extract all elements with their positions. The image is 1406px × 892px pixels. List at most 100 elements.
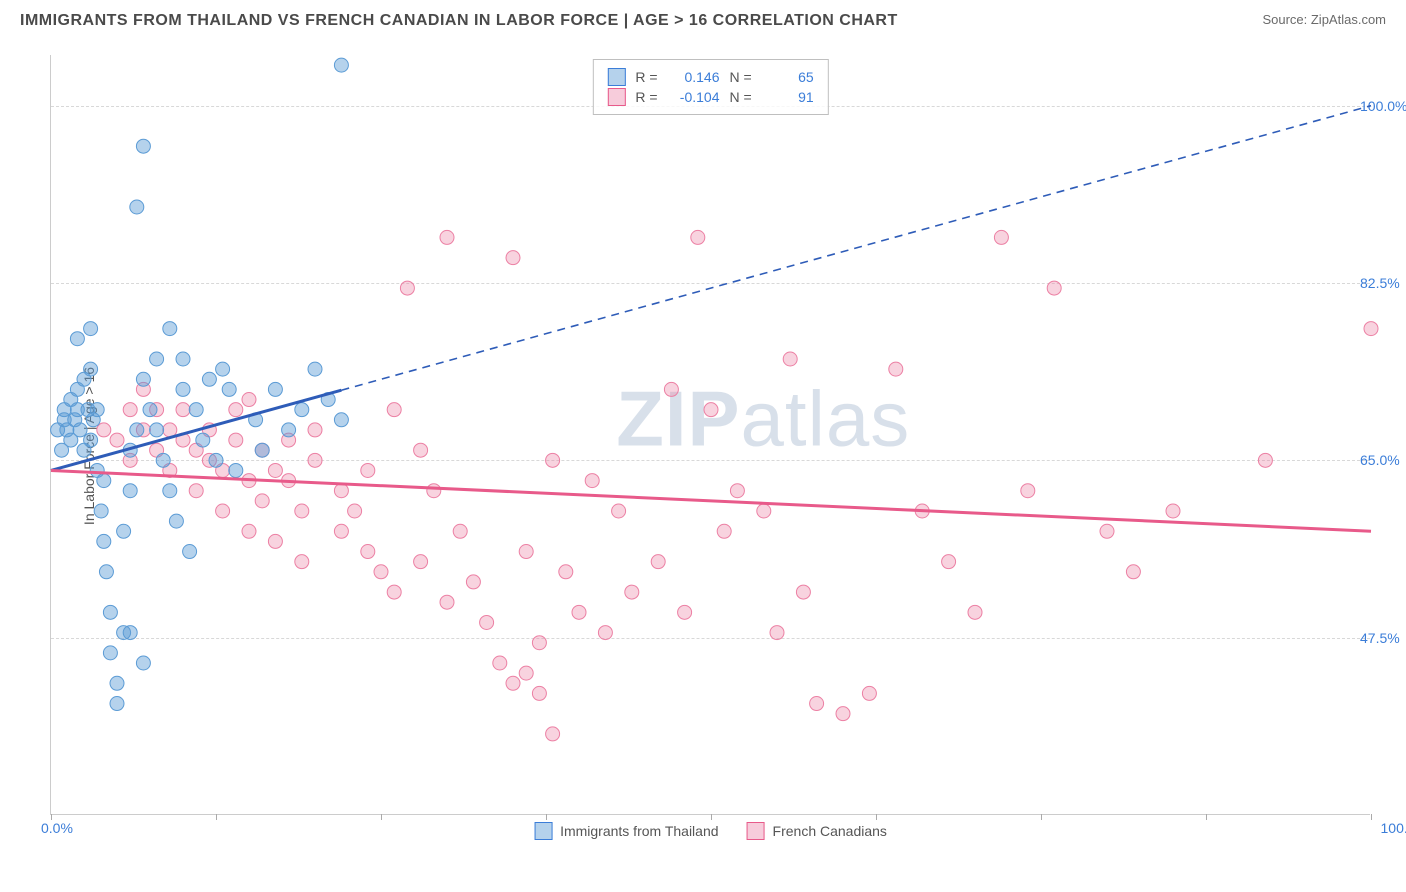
- scatter-point: [216, 362, 230, 376]
- scatter-point: [268, 534, 282, 548]
- scatter-point: [183, 545, 197, 559]
- scatter-point: [361, 545, 375, 559]
- scatter-point: [110, 676, 124, 690]
- scatter-point: [559, 565, 573, 579]
- scatter-point: [282, 423, 296, 437]
- scatter-point: [163, 484, 177, 498]
- scatter-point: [308, 453, 322, 467]
- r-label: R =: [635, 69, 657, 85]
- scatter-point: [84, 322, 98, 336]
- scatter-point: [189, 403, 203, 417]
- x-tick: [51, 814, 52, 820]
- scatter-point: [519, 666, 533, 680]
- stats-row: R =-0.104N =91: [607, 88, 813, 106]
- scatter-point: [123, 403, 137, 417]
- scatter-point: [103, 646, 117, 660]
- scatter-point: [295, 555, 309, 569]
- scatter-point: [189, 484, 203, 498]
- scatter-point: [427, 484, 441, 498]
- scatter-point: [1047, 281, 1061, 295]
- scatter-point: [308, 362, 322, 376]
- scatter-point: [1258, 453, 1272, 467]
- n-label: N =: [730, 89, 752, 105]
- scatter-point: [255, 443, 269, 457]
- scatter-point: [480, 615, 494, 629]
- scatter-point: [143, 403, 157, 417]
- scatter-point: [90, 403, 104, 417]
- scatter-point: [295, 403, 309, 417]
- scatter-point: [268, 463, 282, 477]
- scatter-point: [334, 58, 348, 72]
- scatter-point: [506, 251, 520, 265]
- square-icon: [534, 822, 552, 840]
- scatter-point: [651, 555, 665, 569]
- r-value: 0.146: [668, 69, 720, 85]
- scatter-point: [150, 352, 164, 366]
- scatter-point: [532, 686, 546, 700]
- scatter-point: [209, 453, 223, 467]
- scatter-point: [414, 555, 428, 569]
- scatter-point: [810, 697, 824, 711]
- scatter-point: [414, 443, 428, 457]
- scatter-point: [612, 504, 626, 518]
- scatter-point: [704, 403, 718, 417]
- scatter-point: [387, 585, 401, 599]
- scatter-point: [308, 423, 322, 437]
- scatter-point: [532, 636, 546, 650]
- legend-series-blue: Immigrants from Thailand: [534, 822, 718, 840]
- n-value: 65: [762, 69, 814, 85]
- scatter-point: [453, 524, 467, 538]
- scatter-point: [1364, 322, 1378, 336]
- scatter-point: [176, 382, 190, 396]
- scatter-point: [268, 382, 282, 396]
- scatter-point: [770, 626, 784, 640]
- scatter-point: [295, 504, 309, 518]
- scatter-point: [97, 474, 111, 488]
- scatter-point: [84, 433, 98, 447]
- scatter-point: [572, 605, 586, 619]
- scatter-point: [1100, 524, 1114, 538]
- square-icon: [747, 822, 765, 840]
- x-tick: [711, 814, 712, 820]
- scatter-point: [334, 413, 348, 427]
- scatter-point: [691, 230, 705, 244]
- scatter-point: [229, 463, 243, 477]
- chart-plot-area: ZIPatlas 47.5%65.0%82.5%100.0% R =0.146N…: [50, 55, 1370, 815]
- scatter-point: [625, 585, 639, 599]
- scatter-point: [862, 686, 876, 700]
- scatter-point: [400, 281, 414, 295]
- scatter-svg: [51, 55, 1370, 814]
- scatter-point: [123, 626, 137, 640]
- chart-title: IMMIGRANTS FROM THAILAND VS FRENCH CANAD…: [20, 12, 898, 30]
- x-tick: [1041, 814, 1042, 820]
- scatter-point: [130, 423, 144, 437]
- scatter-point: [242, 524, 256, 538]
- scatter-point: [222, 382, 236, 396]
- scatter-point: [216, 504, 230, 518]
- scatter-point: [440, 230, 454, 244]
- trendline-blue-extrapolated: [341, 106, 1371, 391]
- scatter-point: [229, 433, 243, 447]
- scatter-point: [334, 484, 348, 498]
- scatter-point: [84, 362, 98, 376]
- r-label: R =: [635, 89, 657, 105]
- scatter-point: [150, 423, 164, 437]
- scatter-point: [519, 545, 533, 559]
- x-tick: [1371, 814, 1372, 820]
- scatter-point: [242, 393, 256, 407]
- scatter-point: [117, 524, 131, 538]
- scatter-point: [163, 322, 177, 336]
- scatter-point: [136, 372, 150, 386]
- scatter-point: [70, 332, 84, 346]
- scatter-point: [334, 524, 348, 538]
- legend-label: French Canadians: [773, 823, 887, 839]
- scatter-point: [546, 453, 560, 467]
- stats-row: R =0.146N =65: [607, 68, 813, 86]
- scatter-point: [387, 403, 401, 417]
- legend-series-pink: French Canadians: [747, 822, 887, 840]
- x-tick: [1206, 814, 1207, 820]
- scatter-point: [796, 585, 810, 599]
- scatter-point: [169, 514, 183, 528]
- scatter-point: [717, 524, 731, 538]
- scatter-point: [176, 403, 190, 417]
